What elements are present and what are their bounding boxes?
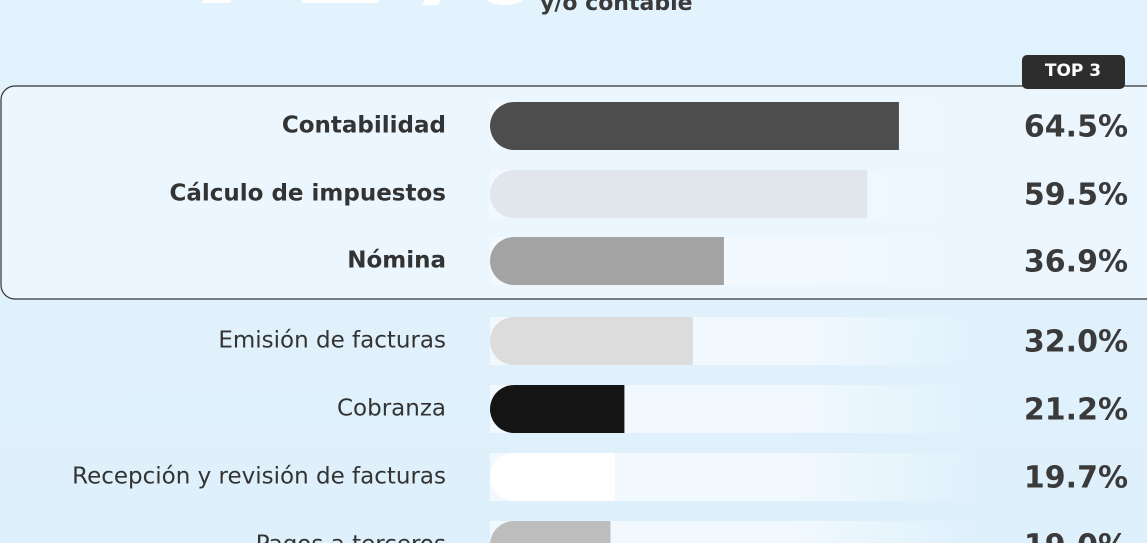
value-label: 19.0% xyxy=(1024,529,1128,543)
value-label: 21.2% xyxy=(1024,393,1128,428)
category-label: Recepción y revisión de facturas xyxy=(72,464,446,490)
category-label: Pagos a terceros xyxy=(256,532,446,543)
subtitle: y/o contable xyxy=(540,0,693,16)
bar-track xyxy=(490,521,980,543)
value-label: 36.9% xyxy=(1024,245,1128,280)
bar xyxy=(490,102,899,150)
category-label: Nómina xyxy=(347,248,446,274)
bar xyxy=(490,385,625,433)
bar xyxy=(490,521,611,543)
bar xyxy=(490,237,724,285)
value-label: 64.5% xyxy=(1024,110,1128,145)
bar xyxy=(490,170,868,218)
value-label: 59.5% xyxy=(1024,178,1128,213)
headline: 71% xyxy=(180,0,539,39)
value-label: 19.7% xyxy=(1024,461,1128,496)
value-label: 32.0% xyxy=(1024,325,1128,360)
category-label: Cálculo de impuestos xyxy=(169,181,446,207)
bar xyxy=(490,317,693,365)
bar xyxy=(490,453,615,501)
badge-bg xyxy=(1022,55,1125,89)
category-label: Contabilidad xyxy=(282,113,446,139)
badge: TOP 3 xyxy=(1045,61,1101,81)
category-label: Cobranza xyxy=(337,396,446,422)
category-label: Emisión de facturas xyxy=(218,328,446,354)
